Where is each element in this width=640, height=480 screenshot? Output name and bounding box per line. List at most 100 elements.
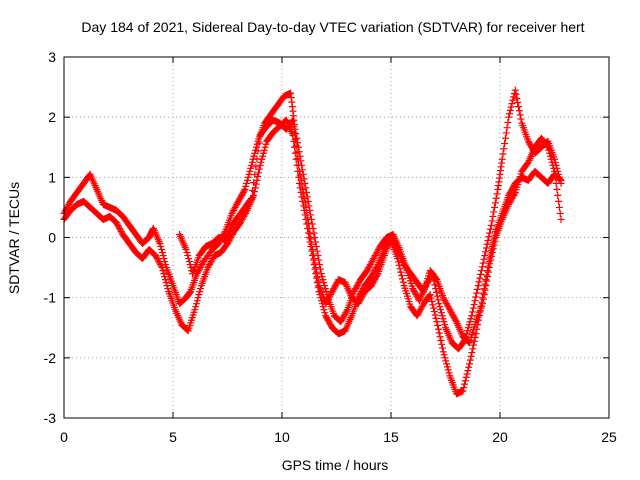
data-point-track-a (232, 202, 240, 210)
x-tick-label: 10 (274, 429, 290, 445)
data-point-track-b (466, 356, 474, 364)
data-point-track-a (478, 263, 486, 271)
plot-frame (63, 56, 610, 419)
data-point-track-b (472, 330, 480, 338)
data-point-track-a (337, 318, 345, 326)
data-point-track-a (509, 96, 517, 104)
data-point-track-c (187, 264, 195, 272)
data-point-track-b (439, 344, 447, 352)
data-point-track-b (292, 155, 300, 163)
data-point-track-a (161, 258, 169, 266)
data-point-track-a (433, 292, 441, 300)
data-point-track-c (480, 291, 488, 299)
data-point-track-c (482, 282, 490, 290)
data-point-track-c (302, 203, 310, 211)
data-point-track-c (330, 285, 338, 293)
data-point-track-c (247, 196, 255, 204)
data-point-track-a (515, 107, 523, 115)
data-point-track-c (445, 304, 453, 312)
data-point-track-c (491, 237, 499, 245)
data-point-track-a (231, 203, 239, 211)
data-point-track-a (512, 90, 520, 98)
data-point-track-a (244, 173, 252, 181)
data-point-track-b (469, 345, 477, 353)
data-point-track-c (490, 241, 498, 249)
data-point-track-a (516, 111, 524, 119)
data-point-track-a (319, 276, 327, 284)
chart-title: Day 184 of 2021, Sidereal Day-to-day VTE… (81, 19, 584, 35)
y-tick-label: 1 (48, 169, 56, 185)
data-point-track-a (437, 306, 445, 314)
data-point-track-b (326, 319, 334, 327)
data-point-track-b (427, 294, 435, 302)
data-point-track-b (260, 146, 268, 154)
data-point-track-a (482, 248, 490, 256)
data-point-track-c (488, 252, 496, 260)
data-point-track-c (555, 203, 563, 211)
data-point-track-a (370, 253, 378, 261)
data-point-track-c (328, 288, 336, 296)
data-point-track-b (418, 303, 426, 311)
data-point-track-c (331, 283, 339, 291)
data-point-track-c (331, 282, 339, 290)
data-point-track-c (488, 249, 496, 257)
data-point-track-b (152, 252, 160, 260)
data-point-track-b (555, 175, 563, 183)
data-point-track-a (339, 313, 347, 321)
data-point-track-b (465, 363, 473, 371)
data-point-track-c (388, 235, 396, 243)
data-point-track-b (158, 264, 166, 272)
data-point-track-c (441, 297, 449, 305)
data-point-track-b (416, 306, 424, 314)
data-point-track-b (156, 259, 164, 267)
data-point-track-a (236, 194, 244, 202)
data-point-track-b (481, 280, 489, 288)
data-point-track-c (324, 295, 332, 303)
data-point-track-a (466, 318, 474, 326)
data-point-track-a (491, 199, 499, 207)
data-point-track-b (322, 312, 330, 320)
data-point-track-b (309, 252, 317, 260)
data-point-track-b (433, 318, 441, 326)
data-point-track-b (191, 306, 199, 314)
data-point-track-a (195, 267, 203, 275)
data-point-track-c (182, 246, 190, 254)
data-point-track-a (241, 185, 249, 193)
data-point-track-c (183, 249, 191, 257)
data-point-track-c (506, 197, 514, 205)
data-point-track-a (511, 86, 519, 94)
data-point-track-b (439, 348, 447, 356)
data-point-track-b (461, 377, 469, 385)
data-point-track-c (390, 240, 398, 248)
data-point-track-b (155, 258, 163, 266)
data-point-track-b (116, 224, 124, 232)
data-point-track-b (163, 282, 171, 290)
data-point-track-c (290, 123, 298, 131)
data-point-track-b (460, 384, 468, 392)
data-point-track-a (235, 196, 243, 204)
data-point-track-a (342, 309, 350, 317)
data-point-track-b (256, 161, 264, 169)
data-point-track-a (515, 103, 523, 111)
data-point-track-a (243, 179, 251, 187)
data-point-track-c (323, 297, 331, 305)
data-point-track-b (261, 143, 269, 151)
data-point-track-a (247, 164, 255, 172)
data-point-track-c (322, 300, 330, 308)
data-point-track-a (369, 256, 377, 264)
data-point-track-b (483, 271, 491, 279)
y-tick-label: 2 (48, 109, 56, 125)
data-point-track-b (434, 321, 442, 329)
data-point-track-b (153, 255, 161, 263)
data-point-track-a (473, 289, 481, 297)
data-point-track-c (359, 291, 367, 299)
data-point-track-b (465, 360, 473, 368)
data-point-track-a (63, 203, 71, 211)
data-point-track-a (470, 300, 478, 308)
data-point-track-b (324, 316, 332, 324)
data-point-track-c (550, 164, 558, 172)
data-point-track-c (485, 264, 493, 272)
data-point-track-b (238, 215, 246, 223)
data-point-track-a (468, 312, 476, 320)
